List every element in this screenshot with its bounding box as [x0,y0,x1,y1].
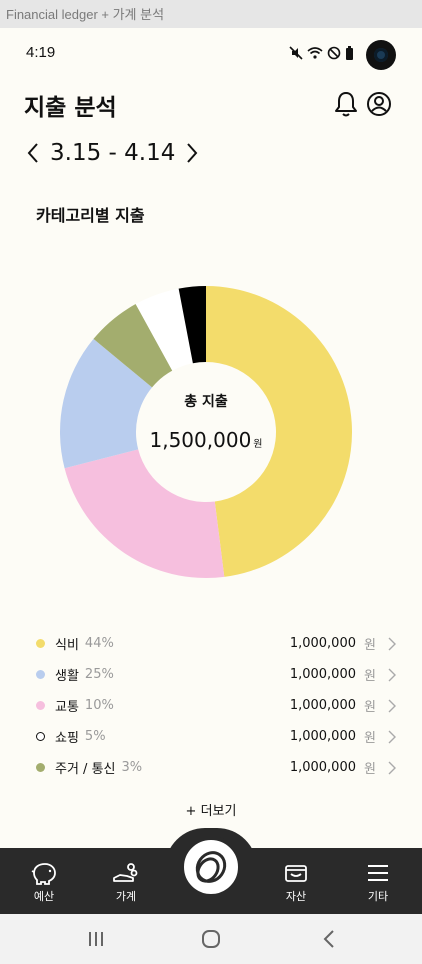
tab-assets-label: 자산 [285,890,307,903]
total-amount-value: 1,500,000 [149,428,252,452]
legend-amount-housing: 1,000,000 [289,760,356,775]
donut-slice-0 [206,286,352,577]
window-title: Financial ledger + 가계 분석 [0,0,422,28]
legend-name-shopping: 쇼핑 [55,731,79,746]
status-bar: 4:19 [0,28,422,80]
menu-icon [368,865,388,881]
total-amount: 1,500,000 원 [136,428,276,452]
phone-screen: 4:19 지출 분석 3.15 - 4.14 카테고리별 지출 총 지출 1,5… [0,28,422,964]
legend-name-living: 생활 [55,669,79,684]
legend-unit-transport: 원 [364,700,376,715]
bell-icon[interactable] [333,90,359,118]
date-range-label: 3.15 - 4.14 [50,140,176,166]
legend-amount-living: 1,000,000 [289,667,356,682]
tab-household-label: 가계 [115,890,137,903]
profile-icon[interactable] [366,91,392,117]
legend-percent-living: 25% [84,667,114,682]
tab-budget-label: 예산 [33,890,55,903]
donut-slice-5 [178,286,206,364]
tab-more[interactable]: 기타 [348,860,408,904]
section-title: 카테고리별 지출 [36,206,145,225]
tab-household[interactable]: 가계 [96,860,156,904]
donut-slice-1 [64,449,225,578]
donut-slice-3 [93,304,173,388]
legend-amount-food: 1,000,000 [289,636,356,651]
do-not-disturb-icon [327,46,341,60]
legend-name-food: 식비 [55,638,79,653]
chevron-right-icon [388,699,396,713]
legend-row-housing[interactable]: 주거 / 통신 3% 1,000,000 원 [36,752,398,783]
home-icon[interactable] [199,928,223,950]
legend-unit-shopping: 원 [364,731,376,746]
back-icon[interactable] [318,928,342,950]
legend-unit-housing: 원 [364,762,376,777]
chevron-right-icon [388,668,396,682]
legend-unit-living: 원 [364,669,376,684]
next-period-icon[interactable] [185,142,199,164]
category-legend: 식비 44% 1,000,000 원 생활 25% 1,000,000 원 교통… [36,628,398,783]
camera-icon [366,40,396,70]
wifi-icon [307,47,323,59]
coin-icon [195,851,227,883]
chevron-right-icon [388,730,396,744]
total-amount-unit: 원 [253,439,263,450]
legend-dot-housing [36,763,45,772]
chevron-right-icon [388,761,396,775]
wallet-icon [285,865,307,882]
category-donut-chart [60,286,352,578]
donut-slice-2 [60,338,153,469]
legend-percent-shopping: 5% [84,729,106,744]
legend-dot-food [36,639,45,648]
date-range-selector: 3.15 - 4.14 [26,140,199,166]
battery-icon [346,46,353,60]
system-nav-bar [0,914,422,964]
prev-period-icon[interactable] [26,142,40,164]
legend-name-transport: 교통 [55,700,79,715]
legend-percent-transport: 10% [84,698,114,713]
donut-slice-4 [135,288,193,371]
legend-row-shopping[interactable]: 쇼핑 5% 1,000,000 원 [36,721,398,752]
legend-row-food[interactable]: 식비 44% 1,000,000 원 [36,628,398,659]
tab-assets[interactable]: 자산 [266,860,326,904]
legend-row-transport[interactable]: 교통 10% 1,000,000 원 [36,690,398,721]
legend-dot-shopping [36,732,45,741]
legend-percent-housing: 3% [121,760,143,775]
legend-dot-transport [36,701,45,710]
mute-icon [289,46,303,60]
recent-apps-icon[interactable] [84,928,108,950]
piggy-bank-icon [31,863,56,885]
add-transaction-button[interactable] [180,836,242,898]
legend-unit-food: 원 [364,638,376,653]
legend-dot-living [36,670,45,679]
tab-more-label: 기타 [367,890,389,903]
chevron-right-icon [388,637,396,651]
legend-percent-food: 44% [84,636,114,651]
status-icons [289,46,354,60]
tab-budget[interactable]: 예산 [14,860,74,904]
legend-row-living[interactable]: 생활 25% 1,000,000 원 [36,659,398,690]
more-button[interactable]: + 더보기 [185,804,237,819]
status-time: 4:19 [26,44,56,61]
page-title: 지출 분석 [24,95,117,121]
legend-amount-shopping: 1,000,000 [289,729,356,744]
total-label: 총 지출 [184,394,228,410]
legend-name-housing: 주거 / 통신 [55,762,116,777]
money-hand-icon [113,863,138,882]
legend-amount-transport: 1,000,000 [289,698,356,713]
